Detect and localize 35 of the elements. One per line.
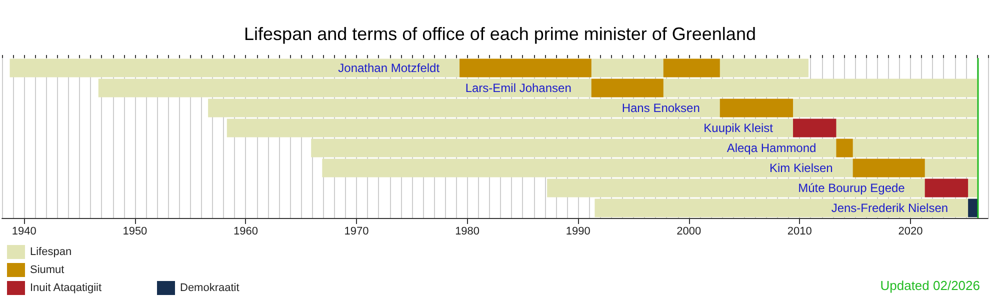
y-tick-label: Kim Kielsen <box>769 161 833 175</box>
bar <box>968 198 978 218</box>
x-tick-label: 1940 <box>12 226 36 238</box>
bar <box>793 118 836 138</box>
chart-title: Lifespan and terms of office of each prime minister of Greenland <box>244 24 756 44</box>
bar <box>591 78 664 98</box>
y-tick-label: Kuupik Kleist <box>704 121 774 135</box>
text: Updated 02/2026 <box>880 278 980 293</box>
bar <box>226 118 978 138</box>
x-tick-label: 1980 <box>455 226 480 238</box>
bar <box>663 58 720 78</box>
bar <box>924 178 968 198</box>
bar <box>836 138 853 158</box>
y-tick-label: Jens-Frederik Nielsen <box>831 201 948 215</box>
y-tick-label: Múte Bourup Egede <box>798 181 906 195</box>
y-tick-label: Jonathan Motzfeldt <box>338 61 440 75</box>
y-tick-label: Hans Enoksen <box>622 101 700 115</box>
x-tick-label: 2020 <box>898 226 923 238</box>
x-tick-label: 1950 <box>122 226 148 238</box>
bar <box>311 138 978 158</box>
legend-label: Inuit Ataqatigiit <box>30 282 102 294</box>
x-tick-label: 2010 <box>787 226 812 238</box>
x-tick-label: 1990 <box>566 226 590 238</box>
legend-label: Demokraatit <box>180 282 240 294</box>
x-tick-label: 1970 <box>344 226 369 238</box>
bar <box>852 158 925 178</box>
legend-label: Lifespan <box>30 246 72 258</box>
bar <box>208 98 977 118</box>
y-tick-label: Aleqa Hammond <box>726 141 816 155</box>
legend-label: Siumut <box>30 264 64 276</box>
y-tick-label: Lars-Emil Johansen <box>465 81 572 95</box>
x-tick-label: 2000 <box>676 226 702 238</box>
x-tick-label: 1960 <box>233 226 258 238</box>
bar <box>720 98 794 118</box>
bar <box>460 58 592 78</box>
